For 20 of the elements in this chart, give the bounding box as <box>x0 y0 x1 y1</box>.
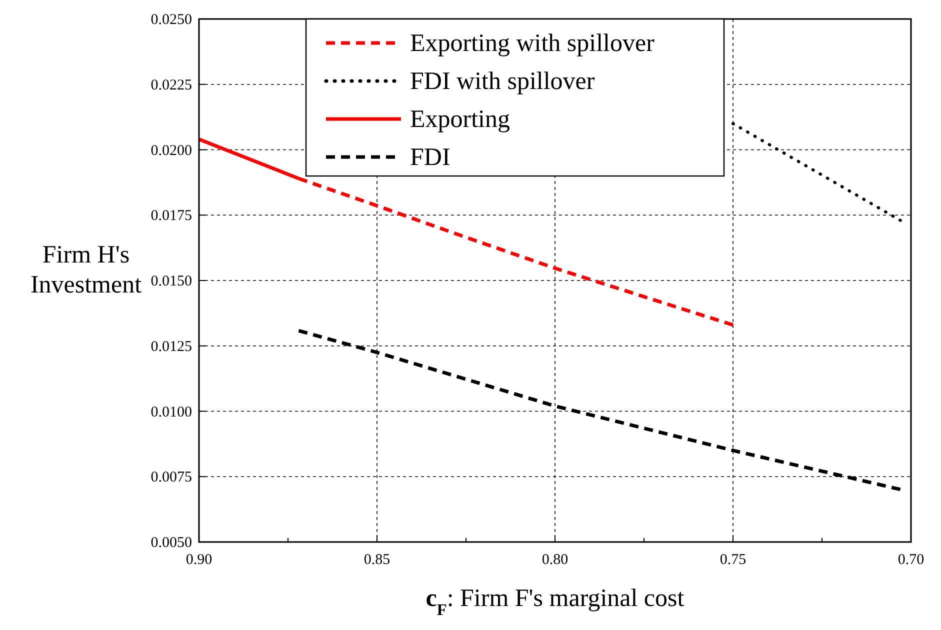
x-axis-title: c$_{F}$: Firm F's marginal cost <box>426 585 684 619</box>
y-tick-label: 0.0150 <box>150 274 192 290</box>
legend-label: FDI <box>410 144 450 171</box>
legend-label: FDI with spillover <box>410 68 596 95</box>
y-tick-label: 0.0050 <box>150 535 192 551</box>
x-tick-label: 0.75 <box>720 552 746 568</box>
legend-label: Exporting <box>410 106 510 133</box>
y-tick-label: 0.0250 <box>150 12 192 28</box>
y-tick-label: 0.0075 <box>150 470 192 486</box>
x-tick-label: 0.90 <box>186 552 212 568</box>
y-tick-label: 0.0125 <box>150 338 192 355</box>
y-tick-label: 0.0175 <box>150 208 192 224</box>
y-tick-label: 0.0200 <box>150 142 192 159</box>
y-axis-title: Firm H's Investment <box>30 242 142 298</box>
y-tick-label: 0.0225 <box>150 77 192 94</box>
legend-label: Exporting with spillover <box>410 30 656 57</box>
x-tick-label: 0.80 <box>542 552 568 568</box>
x-tick-label: 0.85 <box>364 552 390 568</box>
x-tick-label: 0.70 <box>898 552 924 568</box>
y-tick-label: 0.0100 <box>150 404 192 420</box>
